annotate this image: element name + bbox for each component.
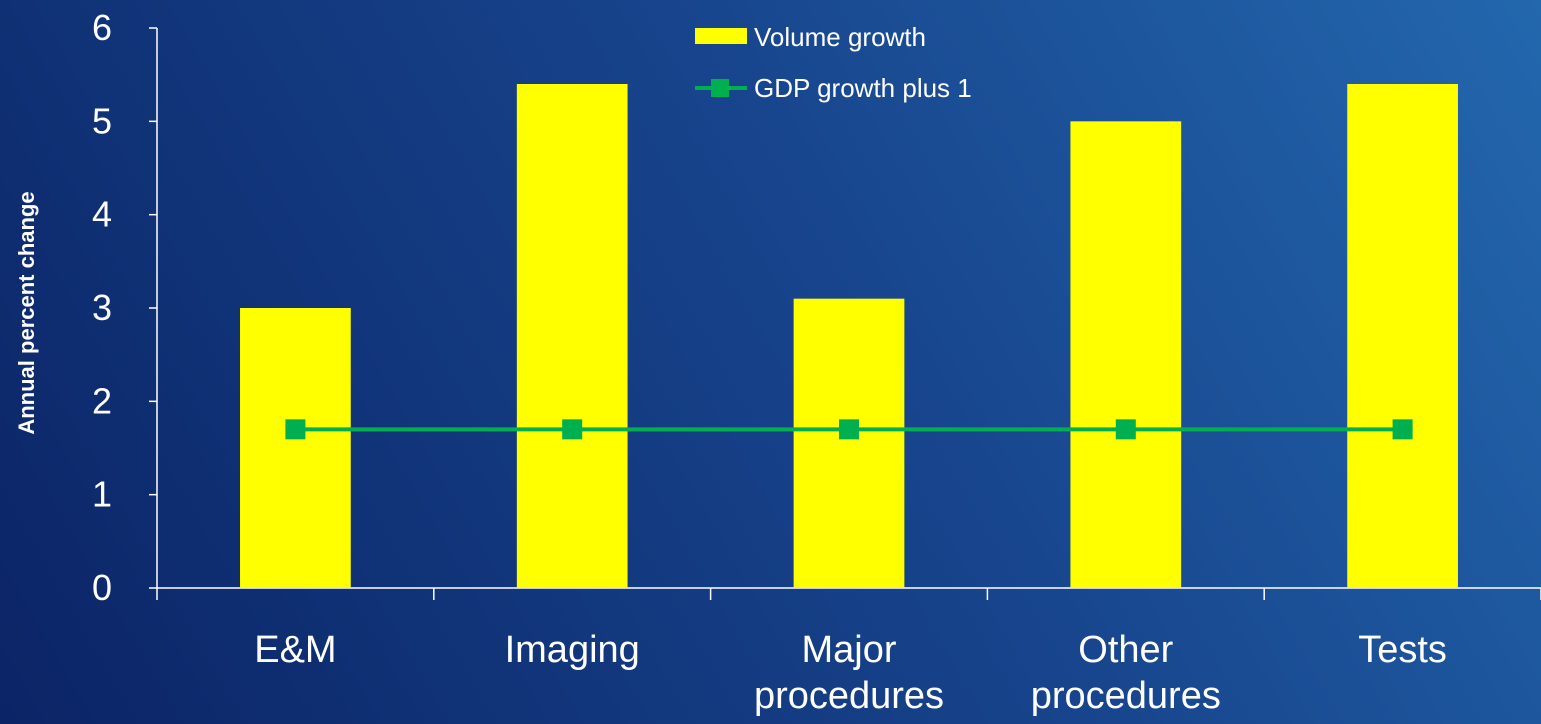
x-tick-label: Tests — [1358, 629, 1447, 671]
y-tick-label: 3 — [92, 287, 112, 328]
x-tick-label: E&M — [254, 629, 336, 671]
x-tick-label-line: Other — [1078, 629, 1173, 671]
y-tick-label: 1 — [92, 474, 112, 515]
y-tick-label: 0 — [92, 567, 112, 608]
gdp-point-marker — [839, 419, 859, 440]
bar-volume-growth — [1347, 84, 1458, 588]
bar-volume-growth — [240, 308, 351, 588]
x-tick-label-line: procedures — [754, 675, 944, 717]
bars — [240, 84, 1458, 588]
x-tick-label-line: procedures — [1031, 675, 1221, 717]
x-tick-label: Major procedures — [754, 629, 944, 717]
bar-volume-growth — [516, 84, 628, 588]
x-tick-label-line: Major — [801, 629, 896, 671]
x-tick-label: Other procedures — [1031, 629, 1221, 717]
bar-volume-growth — [793, 298, 905, 588]
legend-volume-swatch — [695, 28, 747, 44]
gdp-line-series — [285, 419, 1413, 440]
gdp-point-marker — [285, 419, 306, 440]
bar-volume-growth — [1070, 121, 1182, 588]
y-tick-label: 5 — [92, 100, 112, 141]
legend: Volume growth GDP growth plus 1 — [695, 22, 972, 103]
y-tick-label: 4 — [92, 194, 112, 235]
x-tick-label-line: Imaging — [505, 629, 640, 671]
x-tick-label-line: Tests — [1358, 629, 1447, 671]
gdp-point-marker — [1115, 419, 1136, 440]
x-tick-label: Imaging — [505, 629, 640, 671]
legend-gdp-label: GDP growth plus 1 — [754, 73, 972, 103]
legend-gdp-marker — [711, 79, 729, 97]
y-tick-label: 2 — [92, 380, 112, 421]
gdp-point-marker — [1392, 419, 1413, 440]
y-axis-label: Annual percent change — [14, 191, 39, 434]
x-tick-label-line: E&M — [254, 629, 336, 671]
y-tick-label: 6 — [92, 7, 112, 48]
legend-volume-label: Volume growth — [754, 22, 926, 52]
gdp-point-marker — [562, 419, 583, 440]
